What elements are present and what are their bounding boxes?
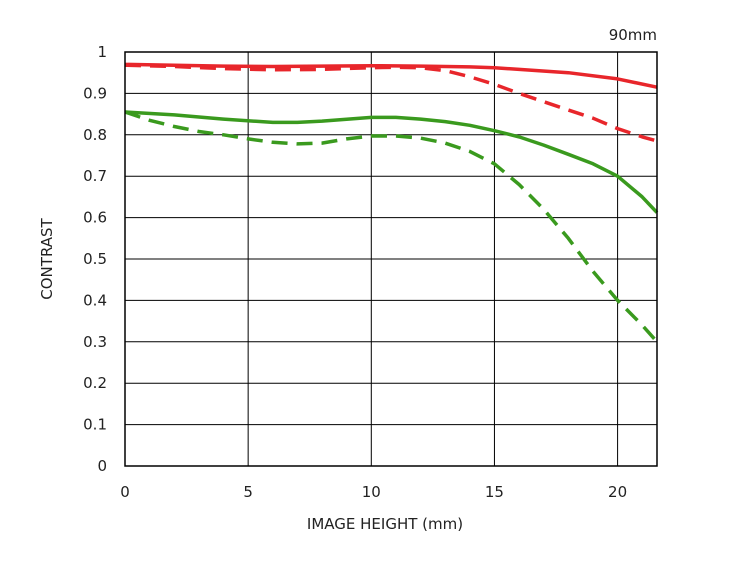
y-tick-label: 0.2	[83, 374, 107, 392]
x-tick-label: 0	[120, 483, 130, 501]
focal-length-annotation: 90mm	[609, 26, 657, 44]
y-tick-labels: 0 0.1 0.2 0.3 0.4 0.5 0.6 0.7 0.8 0.9 1	[83, 43, 107, 475]
x-tick-label: 15	[485, 483, 504, 501]
x-tick-labels: 0 5 10 15 20	[120, 483, 627, 501]
y-tick-label: 0.9	[83, 84, 107, 102]
y-tick-label: 1	[97, 43, 107, 61]
series-line-2	[124, 110, 659, 214]
y-tick-label: 0.1	[83, 416, 107, 434]
series-line-3	[124, 110, 659, 343]
series-lines	[124, 62, 659, 343]
x-tick-label: 20	[608, 483, 627, 501]
y-tick-label: 0	[97, 457, 107, 475]
y-axis-title: CONTRAST	[38, 217, 56, 299]
plot-frame	[124, 51, 658, 467]
x-axis-title: IMAGE HEIGHT (mm)	[307, 515, 463, 533]
y-tick-label: 0.4	[83, 291, 107, 309]
series-line-1	[124, 63, 658, 143]
y-tick-label: 0.5	[83, 250, 107, 268]
series-line-0	[124, 62, 658, 89]
x-tick-label: 5	[243, 483, 253, 501]
x-tick-label: 10	[362, 483, 381, 501]
y-tick-label: 0.3	[83, 333, 107, 351]
y-tick-label: 0.7	[83, 167, 107, 185]
y-tick-label: 0.8	[83, 126, 107, 144]
y-tick-label: 0.6	[83, 209, 107, 227]
